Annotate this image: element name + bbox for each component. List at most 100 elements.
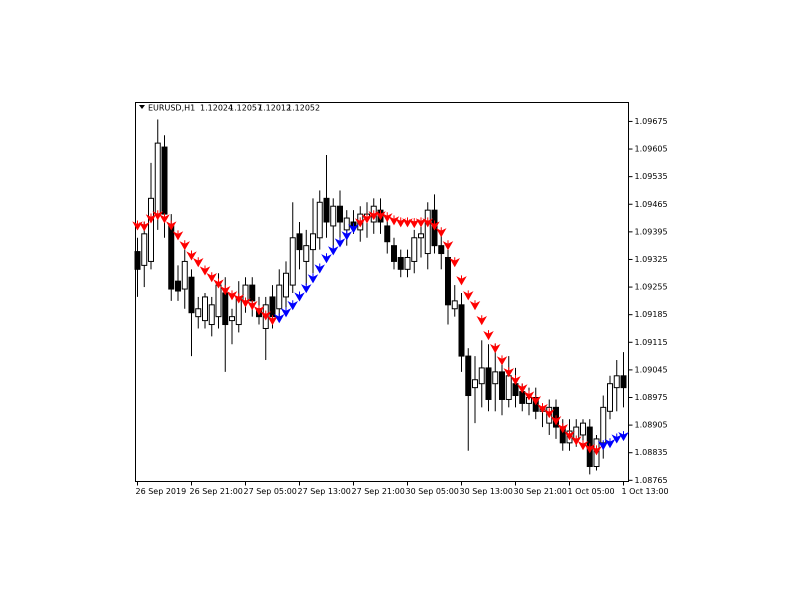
candle-body <box>445 256 451 306</box>
candle-body <box>384 225 391 243</box>
candle-body <box>465 355 472 397</box>
candle-body <box>208 304 215 326</box>
signal-arrow <box>327 245 339 256</box>
header-price: 1.12012 <box>258 104 291 113</box>
candle-body <box>276 284 283 310</box>
candle-body <box>134 251 141 270</box>
candle-body <box>229 316 235 322</box>
signal-arrow <box>179 240 191 251</box>
x-tick-label: 27 Sep 21:00 <box>352 487 405 496</box>
signal-arrow <box>260 310 272 321</box>
candle-body <box>397 256 404 270</box>
candle-body <box>222 292 229 326</box>
candle-body <box>607 383 613 412</box>
candle-body <box>310 233 316 251</box>
signal-arrow <box>577 440 589 451</box>
signal-arrow <box>618 431 629 442</box>
signal-arrow <box>449 257 461 268</box>
y-tick-label: 1.09395 <box>635 227 668 236</box>
signal-arrow <box>132 220 143 231</box>
signal-arrow <box>186 250 197 261</box>
signal-arrow <box>395 217 407 228</box>
signal-arrow <box>172 230 184 241</box>
candle-body <box>323 197 330 223</box>
x-tick-label: 30 Sep 21:00 <box>514 487 567 496</box>
signal-arrow <box>361 213 373 224</box>
candle-body <box>283 272 289 298</box>
candle-body <box>154 142 161 215</box>
candle-body <box>438 245 445 255</box>
signal-arrow <box>280 307 292 318</box>
signal-arrow <box>429 220 440 231</box>
signal-arrow <box>611 433 623 444</box>
candle-body <box>580 422 586 436</box>
candle-body <box>330 205 337 227</box>
y-tick-label: 1.09255 <box>635 283 668 292</box>
signal-arrow <box>267 315 278 326</box>
signal-arrow <box>462 290 474 301</box>
candle-body <box>458 304 465 357</box>
x-tick-label: 26 Sep 21:00 <box>190 487 243 496</box>
y-tick-label: 1.08905 <box>635 421 668 430</box>
signal-arrow <box>523 390 535 401</box>
signal-arrow <box>199 265 211 276</box>
y-tick-label: 1.09325 <box>635 255 668 264</box>
signal-arrow <box>152 210 164 221</box>
signal-arrow <box>368 210 380 221</box>
candle-body <box>316 201 323 239</box>
candle-body <box>141 233 148 266</box>
signal-arrow <box>456 275 467 286</box>
signal-arrow <box>591 445 602 456</box>
signal-arrow <box>273 313 285 324</box>
signal-arrow <box>307 273 319 284</box>
candle-body <box>148 197 154 262</box>
x-tick-label: 27 Sep 05:00 <box>244 487 297 496</box>
signal-arrow <box>469 300 481 311</box>
signal-arrow <box>246 300 258 311</box>
signal-arrow <box>604 438 616 449</box>
candle-body <box>418 233 424 239</box>
y-tick-label: 1.08835 <box>635 448 668 457</box>
candle-body <box>391 245 397 262</box>
signal-arrow <box>510 375 521 386</box>
y-tick-label: 1.09115 <box>635 338 668 347</box>
signal-arrow <box>341 230 353 241</box>
signal-arrow <box>159 213 170 224</box>
signal-arrow <box>503 367 515 378</box>
signal-arrow <box>138 221 150 232</box>
signal-arrow <box>300 283 312 294</box>
candle-body <box>215 284 222 318</box>
candle-body <box>478 367 485 385</box>
signal-arrow <box>213 278 224 289</box>
y-tick-label: 1.09185 <box>635 310 668 319</box>
candle-body <box>188 276 195 314</box>
signal-arrow <box>483 330 494 341</box>
candle-body <box>499 371 505 400</box>
x-tick-label: 1 Oct 05:00 <box>568 487 615 496</box>
signal-arrow <box>597 440 609 451</box>
signal-arrow <box>233 293 245 304</box>
signal-arrow <box>422 217 434 228</box>
signal-arrow <box>226 290 238 301</box>
signal-arrow <box>550 415 562 426</box>
candle-body <box>404 256 411 270</box>
candle-body <box>613 375 620 389</box>
signal-arrow <box>348 223 359 234</box>
candle-body <box>269 296 276 318</box>
menu-triangle <box>139 105 145 109</box>
candle-body <box>202 296 208 322</box>
signal-arrow <box>314 263 326 274</box>
candle-body <box>195 308 202 318</box>
signal-arrow <box>334 237 346 248</box>
candle-body <box>451 300 458 310</box>
candle-body <box>424 209 431 255</box>
candle-body <box>512 383 519 397</box>
signal-arrow <box>294 291 305 302</box>
signal-arrow <box>402 217 413 228</box>
y-tick-label: 1.09535 <box>635 172 668 181</box>
signal-arrow <box>192 257 204 268</box>
candle-body <box>289 237 296 286</box>
candle-body <box>168 225 175 290</box>
signal-arrow <box>206 272 218 283</box>
